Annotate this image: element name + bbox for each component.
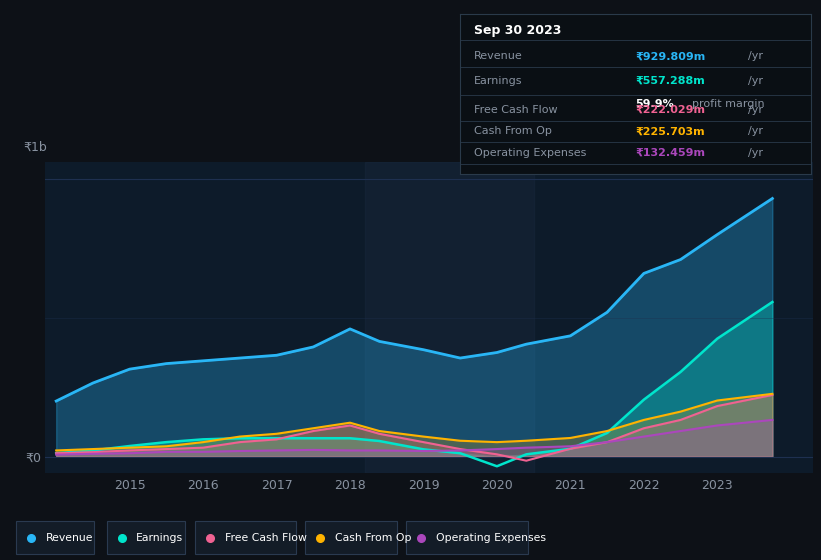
Text: Revenue: Revenue <box>46 533 94 543</box>
Text: /yr: /yr <box>748 105 763 115</box>
Text: Revenue: Revenue <box>474 52 522 61</box>
Text: /yr: /yr <box>748 127 763 136</box>
Text: 59.9%: 59.9% <box>635 99 674 109</box>
Text: ₹557.288m: ₹557.288m <box>635 76 705 86</box>
Text: /yr: /yr <box>748 52 763 61</box>
Bar <box>365 162 534 473</box>
Text: /yr: /yr <box>748 148 763 158</box>
FancyBboxPatch shape <box>406 521 528 554</box>
Text: Earnings: Earnings <box>136 533 183 543</box>
Text: Cash From Op: Cash From Op <box>335 533 411 543</box>
Text: Cash From Op: Cash From Op <box>474 127 552 136</box>
Text: ₹225.703m: ₹225.703m <box>635 127 705 136</box>
Text: Operating Expenses: Operating Expenses <box>474 148 586 158</box>
Text: Earnings: Earnings <box>474 76 522 86</box>
Text: Free Cash Flow: Free Cash Flow <box>225 533 307 543</box>
Text: profit margin: profit margin <box>691 99 764 109</box>
Text: Free Cash Flow: Free Cash Flow <box>474 105 557 115</box>
FancyBboxPatch shape <box>305 521 397 554</box>
Text: ₹222.029m: ₹222.029m <box>635 105 705 115</box>
Text: ₹132.459m: ₹132.459m <box>635 148 705 158</box>
Text: Sep 30 2023: Sep 30 2023 <box>474 24 562 36</box>
Text: Operating Expenses: Operating Expenses <box>436 533 546 543</box>
FancyBboxPatch shape <box>195 521 296 554</box>
FancyBboxPatch shape <box>107 521 185 554</box>
FancyBboxPatch shape <box>16 521 94 554</box>
Text: ₹1b: ₹1b <box>23 141 47 154</box>
Text: /yr: /yr <box>748 76 763 86</box>
Text: ₹929.809m: ₹929.809m <box>635 52 706 61</box>
